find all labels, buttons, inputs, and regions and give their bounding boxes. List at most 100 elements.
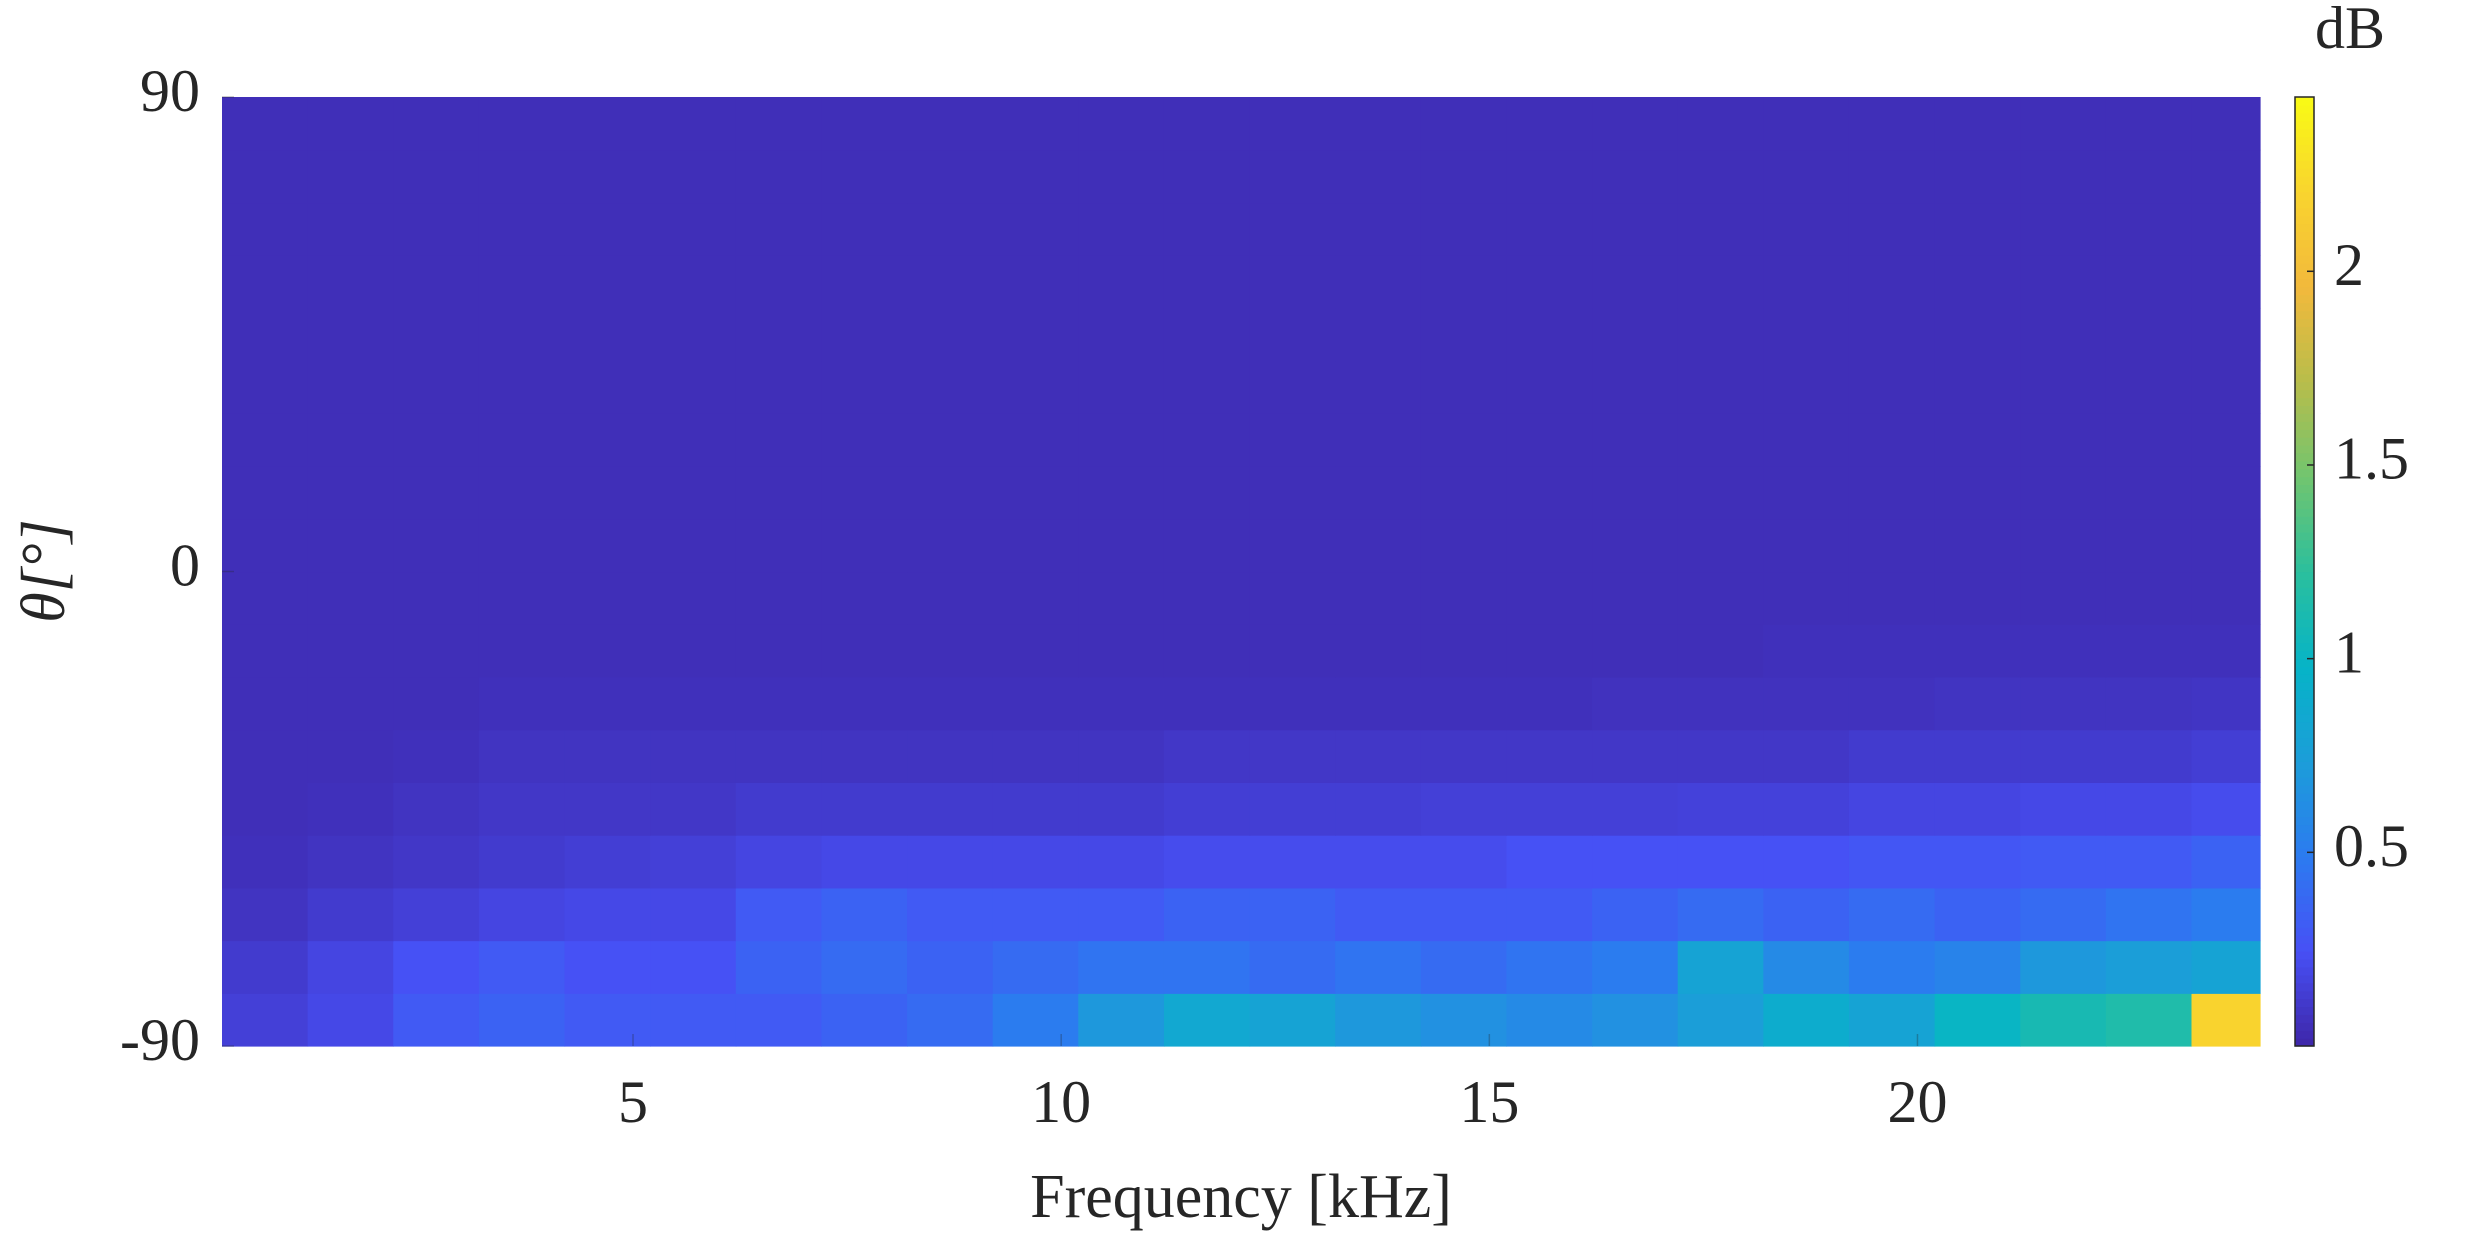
heatmap-cell (1078, 729, 1165, 783)
heatmap-cell (1506, 624, 1593, 678)
heatmap-cell (393, 360, 480, 414)
heatmap-cell (1335, 307, 1422, 362)
heatmap-cell (1078, 307, 1165, 362)
heatmap-cell (650, 887, 737, 942)
heatmap-cell (821, 993, 908, 1047)
heatmap-cell (393, 729, 480, 783)
heatmap-cell (2020, 97, 2107, 151)
heatmap-cell (907, 835, 994, 889)
heatmap-cell (2105, 835, 2193, 889)
heatmap-cell (1934, 940, 2021, 994)
heatmap-cell (393, 571, 480, 625)
heatmap-cell (735, 466, 823, 520)
heatmap-cell (478, 729, 566, 783)
heatmap-cell (2020, 676, 2107, 731)
heatmap-cell (992, 149, 1079, 204)
heatmap-cell (821, 835, 908, 889)
colorbar-gradient (2295, 729, 2314, 739)
heatmap-cell (1249, 466, 1336, 520)
heatmap-cell (1249, 624, 1336, 678)
heatmap-cell (307, 887, 394, 942)
heatmap-cell (907, 782, 994, 836)
heatmap-cell (1420, 835, 1508, 889)
heatmap-cell (564, 149, 651, 204)
heatmap-cell (1506, 993, 1593, 1047)
heatmap-cell (1677, 835, 1764, 889)
heatmap-cell (564, 729, 651, 783)
heatmap-cell (2191, 782, 2261, 836)
heatmap-cell (1592, 307, 1679, 362)
heatmap-cell (1592, 993, 1679, 1047)
colorbar-gradient (2295, 452, 2314, 462)
heatmap-cell (2191, 307, 2261, 362)
heatmap-cell (1763, 676, 1850, 731)
heatmap-cell (650, 624, 737, 678)
heatmap-cell (821, 202, 908, 256)
colorbar-gradient (2295, 792, 2314, 802)
colorbar-gradient (2295, 816, 2314, 826)
colorbar-tick-label: 1.5 (2334, 426, 2409, 492)
colorbar-gradient (2295, 365, 2314, 375)
heatmap-cell (478, 835, 566, 889)
heatmap-cell (2191, 571, 2261, 625)
heatmap-cell (307, 255, 394, 309)
heatmap-cell (1763, 149, 1850, 204)
heatmap-cell (992, 887, 1079, 942)
heatmap-cell (1934, 413, 2021, 467)
heatmap-cell (1592, 202, 1679, 256)
colorbar-gradient (2295, 959, 2314, 968)
heatmap-cell (393, 624, 480, 678)
heatmap-cell (2105, 360, 2193, 414)
heatmap-cell (1420, 887, 1508, 942)
heatmap-cell (1078, 413, 1165, 467)
heatmap-cell (1592, 413, 1679, 467)
heatmap-cell (1592, 518, 1679, 573)
colorbar-gradient (2295, 1030, 2314, 1039)
heatmap-cell (650, 729, 737, 783)
heatmap-cell (907, 993, 994, 1047)
heatmap-cell (907, 307, 994, 362)
heatmap-cell (1163, 624, 1251, 678)
colorbar-gradient (2295, 966, 2314, 976)
heatmap-cell (1592, 97, 1679, 151)
heatmap-cell (1335, 887, 1422, 942)
heatmap-cell (1335, 571, 1422, 625)
heatmap-cell (1078, 255, 1165, 309)
heatmap-cell (992, 360, 1079, 414)
heatmap-cell (1078, 149, 1165, 204)
heatmap-cell (1934, 202, 2021, 256)
heatmap-cell (2105, 571, 2193, 625)
heatmap-cell (307, 782, 394, 836)
heatmap-cell (821, 624, 908, 678)
colorbar-gradient (2295, 587, 2314, 596)
heatmap-cell (1249, 307, 1336, 362)
heatmap-cell (1335, 835, 1422, 889)
heatmap-cell (907, 255, 994, 309)
heatmap-cell (564, 571, 651, 625)
colorbar-gradient (2295, 310, 2314, 320)
colorbar-gradient (2295, 97, 2314, 106)
heatmap-cell (2191, 676, 2261, 731)
heatmap-cell (478, 202, 566, 256)
heatmap-cell (1506, 518, 1593, 573)
heatmap-cell (564, 413, 651, 467)
heatmap-cell (478, 993, 566, 1047)
heatmap-cell (992, 624, 1079, 678)
heatmap-cell (821, 887, 908, 942)
heatmap-cell (1078, 466, 1165, 520)
heatmap-cell (1078, 624, 1165, 678)
heatmap-cell (2105, 307, 2193, 362)
heatmap-cell (1763, 571, 1850, 625)
colorbar-gradient (2295, 104, 2314, 114)
heatmap-cell (1763, 307, 1850, 362)
heatmap-cell (735, 413, 823, 467)
heatmap-cell (2105, 993, 2193, 1047)
heatmap-cell (1506, 466, 1593, 520)
colorbar-gradient (2295, 397, 2314, 407)
heatmap-cell (1249, 729, 1336, 783)
heatmap-cell (1592, 624, 1679, 678)
colorbar-gradient (2295, 698, 2314, 707)
heatmap-cell (222, 571, 309, 625)
heatmap-cell (564, 887, 651, 942)
